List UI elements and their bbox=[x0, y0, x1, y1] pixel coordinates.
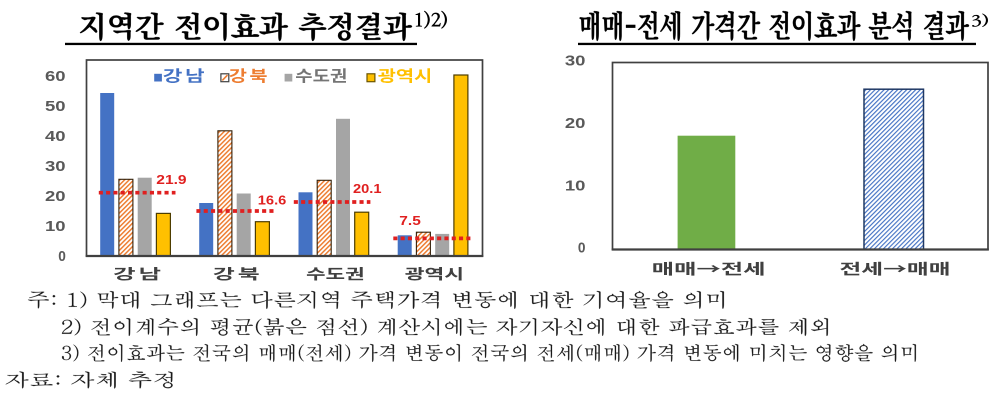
svg-text:20.1: 20.1 bbox=[353, 181, 382, 196]
svg-text:0: 0 bbox=[578, 241, 586, 257]
svg-text:10: 10 bbox=[45, 219, 66, 235]
svg-text:16.6: 16.6 bbox=[258, 193, 287, 208]
svg-text:7.5: 7.5 bbox=[399, 213, 421, 228]
svg-text:50: 50 bbox=[45, 99, 66, 115]
svg-text:0: 0 bbox=[58, 249, 66, 265]
svg-text:10: 10 bbox=[565, 178, 586, 194]
svg-text:60: 60 bbox=[45, 69, 66, 85]
svg-text:30: 30 bbox=[45, 159, 66, 175]
svg-text:40: 40 bbox=[45, 129, 66, 145]
svg-text:20: 20 bbox=[565, 116, 586, 132]
svg-text:21.9: 21.9 bbox=[156, 172, 186, 187]
svg-text:20: 20 bbox=[45, 189, 66, 205]
svg-text:30: 30 bbox=[565, 54, 586, 70]
